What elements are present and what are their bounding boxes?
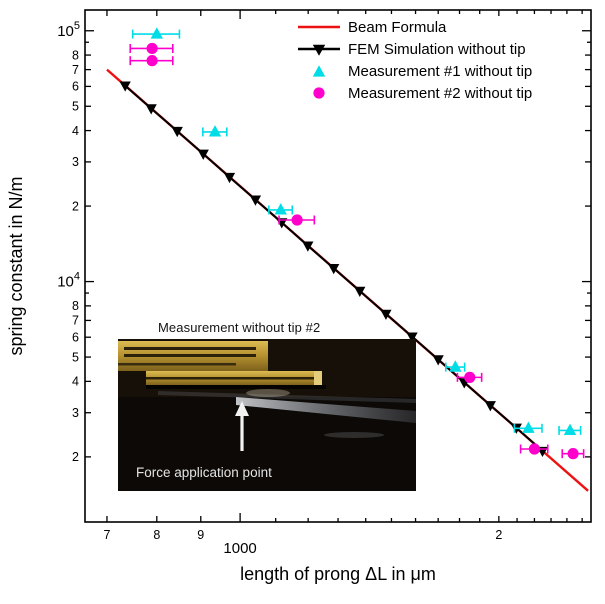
triangle-up-marker bbox=[522, 421, 535, 433]
inset-title: Measurement without tip #2 bbox=[158, 320, 321, 335]
legend-entry: Measurement #2 without tip bbox=[313, 85, 532, 102]
triangle-down-marker bbox=[249, 195, 262, 206]
triangle-down-marker bbox=[406, 332, 418, 343]
triangle-up-marker bbox=[563, 423, 577, 436]
triangle-down-marker bbox=[354, 286, 366, 298]
y-axis-title: spring constant in N/m bbox=[6, 176, 26, 355]
x-tick-label: 8 bbox=[153, 528, 160, 542]
microscope-photo: Force application point bbox=[118, 339, 416, 491]
y-tick-label: 4 bbox=[72, 375, 79, 389]
circle-marker bbox=[291, 214, 303, 226]
series-measurement-2-without-tip bbox=[129, 42, 585, 460]
legend-entry: FEM Simulation without tip bbox=[298, 41, 526, 58]
legend-label: Beam Formula bbox=[348, 19, 447, 36]
circle-marker bbox=[528, 443, 541, 455]
legend-label: Measurement #1 without tip bbox=[348, 63, 532, 80]
triangle-down-marker bbox=[484, 401, 496, 412]
x-axis-title: length of prong ΔL in μm bbox=[240, 564, 436, 584]
circle-marker bbox=[567, 448, 579, 460]
triangle-down-marker bbox=[171, 126, 183, 138]
glass-fiber-reflection bbox=[158, 389, 416, 438]
y-tick-label: 8 bbox=[72, 299, 79, 313]
triangle-down-marker bbox=[197, 149, 209, 160]
microscope-photo-art: Force application point bbox=[118, 339, 416, 491]
inset-photo-panel: Measurement without tip #2 bbox=[118, 320, 416, 491]
x-tick-label: 9 bbox=[197, 528, 204, 542]
circle-marker bbox=[146, 55, 158, 67]
series-fem-simulation-without-tip bbox=[119, 81, 549, 458]
legend: Beam Formula FEM Simulation without tip Me… bbox=[298, 19, 532, 102]
circle-marker bbox=[464, 371, 476, 383]
y-major-tick-label: 105 bbox=[57, 20, 80, 40]
y-tick-label: 3 bbox=[72, 155, 79, 169]
y-tick-label: 3 bbox=[72, 406, 79, 420]
y-major-tick-label: 104 bbox=[57, 271, 80, 291]
y-tick-label: 5 bbox=[72, 100, 79, 114]
triangle-down-marker bbox=[328, 264, 340, 275]
plot-series bbox=[106, 27, 589, 492]
circle-marker bbox=[146, 42, 158, 55]
y-tick-label: 8 bbox=[72, 48, 79, 62]
x-major-tick-label: 1000 bbox=[223, 540, 256, 557]
triangle-down-marker bbox=[312, 44, 326, 56]
legend-label: Measurement #2 without tip bbox=[348, 85, 532, 102]
y-tick-label: 4 bbox=[72, 124, 79, 138]
triangle-up-marker bbox=[150, 27, 164, 39]
x-tick-label: 2 bbox=[495, 528, 502, 542]
triangle-down-marker bbox=[223, 172, 236, 184]
triangle-up-marker bbox=[449, 360, 462, 372]
triangle-up-marker bbox=[208, 125, 222, 137]
triangle-down-marker bbox=[432, 355, 444, 366]
triangle-down-marker bbox=[119, 81, 131, 92]
series-measurement-1-without-tip bbox=[131, 27, 582, 436]
inset-caption: Force application point bbox=[136, 465, 272, 480]
triangle-down-marker bbox=[302, 241, 314, 252]
y-tick-label: 7 bbox=[72, 314, 79, 328]
legend-entry: Measurement #1 without tip bbox=[312, 63, 532, 80]
triangle-down-marker bbox=[380, 309, 392, 320]
triangle-down-marker bbox=[145, 104, 157, 115]
y-tick-label: 6 bbox=[72, 331, 79, 345]
triangle-up-marker bbox=[274, 203, 287, 215]
legend-entry: Beam Formula bbox=[298, 19, 447, 36]
circle-marker bbox=[313, 87, 325, 99]
y-tick-label: 7 bbox=[72, 63, 79, 77]
x-tick-label: 7 bbox=[103, 528, 110, 542]
y-tick-label: 5 bbox=[72, 350, 79, 364]
y-tick-label: 6 bbox=[72, 80, 79, 94]
legend-label: FEM Simulation without tip bbox=[348, 41, 526, 58]
tuning-fork-prong bbox=[118, 341, 326, 389]
y-tick-label: 2 bbox=[72, 450, 79, 464]
triangle-up-marker bbox=[312, 65, 326, 77]
y-tick-label: 2 bbox=[72, 199, 79, 213]
force-arrow-icon bbox=[235, 401, 249, 451]
